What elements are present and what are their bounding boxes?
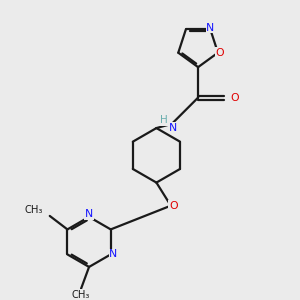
Text: CH₃: CH₃ [24, 205, 43, 215]
Text: H: H [160, 115, 168, 125]
Text: O: O [215, 48, 224, 58]
Text: O: O [169, 201, 178, 211]
Text: N: N [109, 249, 117, 260]
Text: CH₃: CH₃ [72, 290, 90, 299]
Text: N: N [169, 123, 177, 133]
Text: N: N [206, 23, 214, 33]
Text: N: N [85, 209, 93, 219]
Text: O: O [230, 93, 239, 103]
